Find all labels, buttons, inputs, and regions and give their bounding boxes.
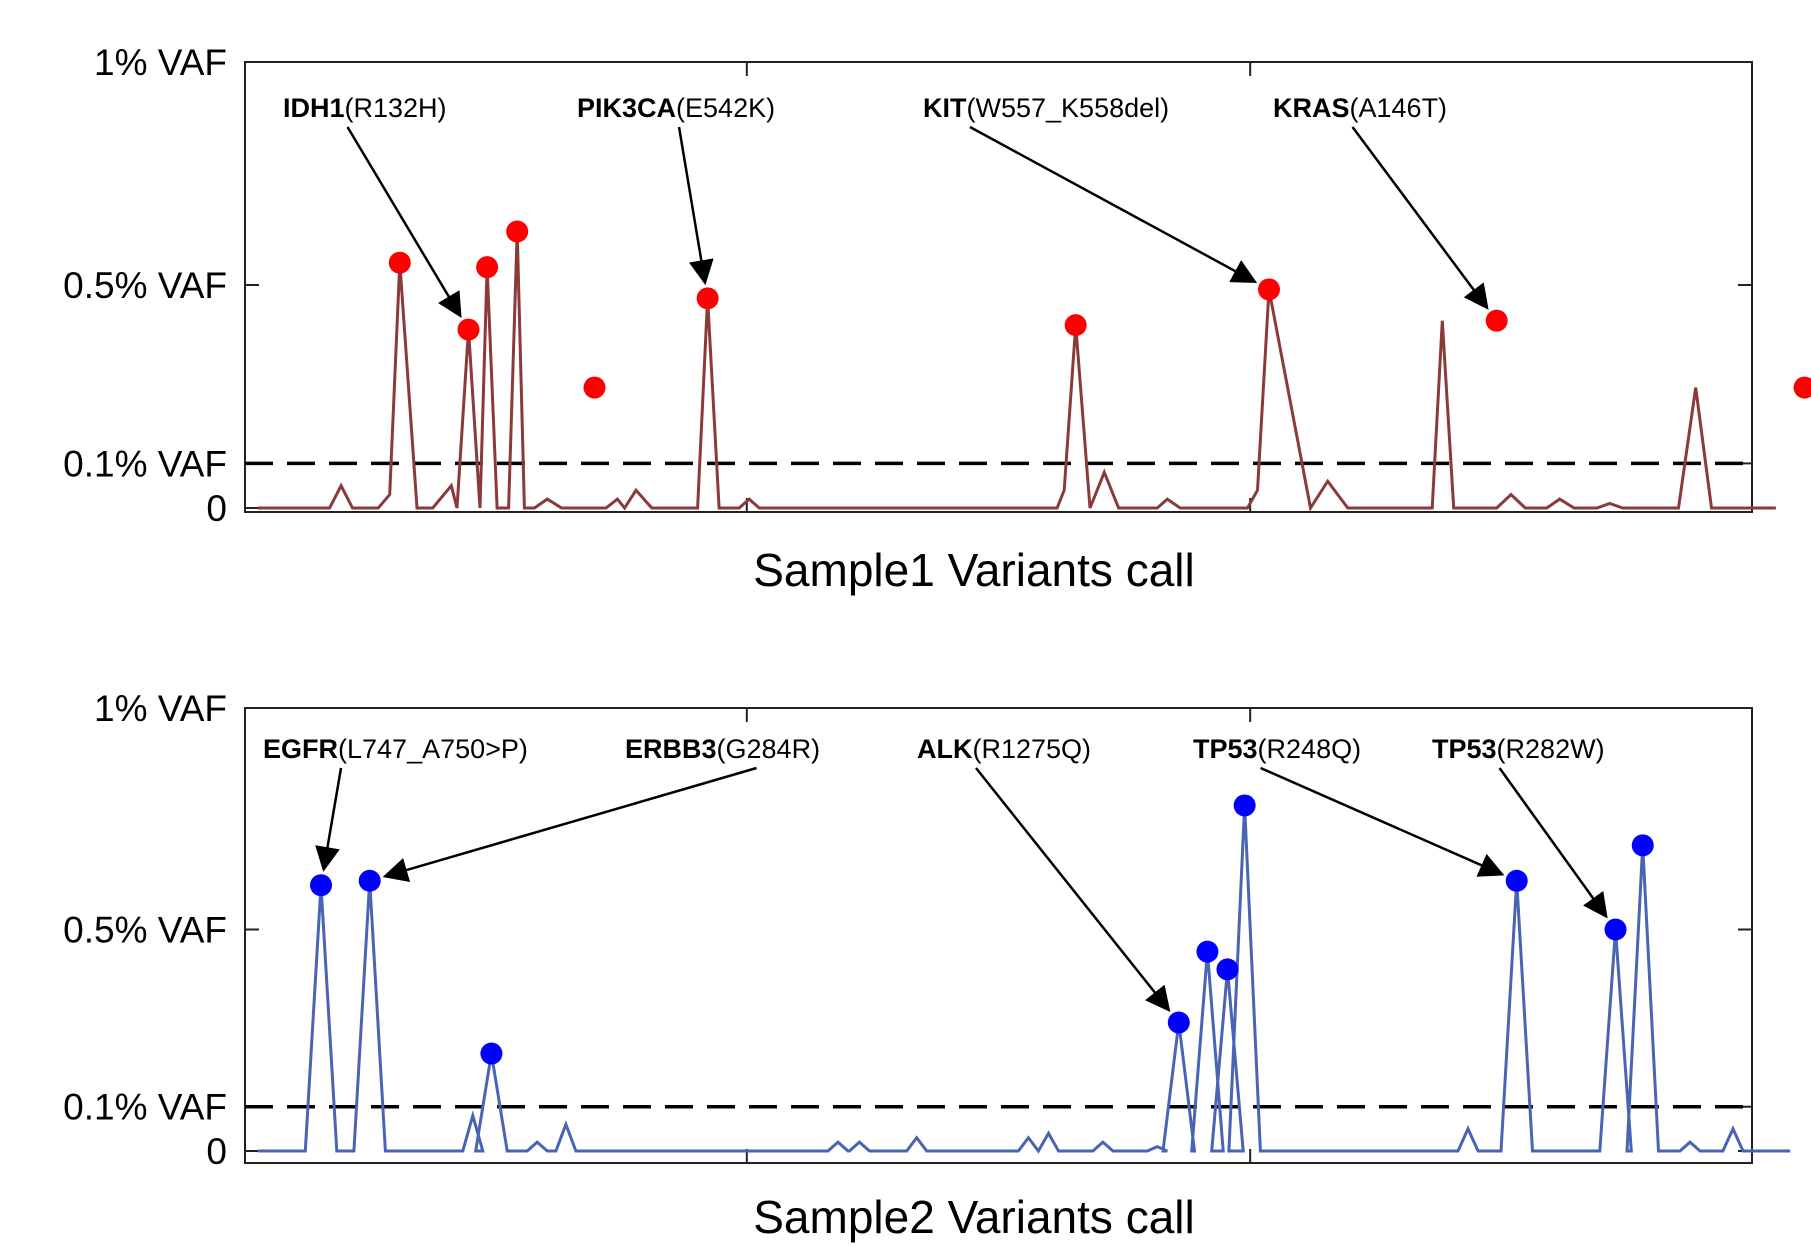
annotation-arrow [382,766,757,882]
variant-point [1505,869,1528,892]
x-axis-label: Sample1 Variants call [753,544,1194,596]
variant-points [310,794,1654,1065]
annotation-variant: (R248Q) [1258,734,1362,764]
series-line [258,805,1791,1154]
y-tick-label: 0.5% VAF [63,910,227,951]
variant-point [1167,1011,1190,1034]
variant-point [1604,918,1627,941]
annotation-variant: (E542K) [676,93,775,123]
annotation-gene: TP53 [1193,734,1258,764]
annotation-gene: KIT [923,93,967,123]
chart-panel-sample1: 00.1% VAF 0.5% VAF 1% VAF IDH1(R132H) PIK3C… [63,42,1811,596]
annotation-gene: EGFR [263,734,338,764]
annotation-arrow [969,125,1258,284]
annotation-label: ALK(R1275Q) [917,734,1091,764]
y-tick-label: 0.1% VAF [63,1087,227,1128]
annotation-gene: IDH1 [283,93,345,123]
annotations: EGFR(L747_A750>P) ERBB3(G284R) ALK(R1275Q)… [263,734,1608,1012]
variant-point [480,1042,503,1065]
y-tick-label: 0.5% VAF [63,265,227,306]
y-tick-label: 0 [206,1131,227,1172]
annotation-arrow [975,767,1171,1012]
annotation-label: EGFR(L747_A750>P) [263,734,528,764]
annotation-arrow [1351,126,1489,310]
variant-point [1064,314,1087,337]
annotation-label: TP53(R248Q) [1193,734,1361,764]
annotation-gene: TP53 [1432,734,1497,764]
annotation-gene: PIK3CA [577,93,676,123]
y-axis: 00.1% VAF 0.5% VAF 1% VAF [63,42,1752,529]
variant-point [310,874,333,897]
annotation-label: IDH1(R132H) [283,93,447,123]
chart-panel-sample2: 00.1% VAF 0.5% VAF 1% VAF EGFR(L747_A750>P… [63,688,1791,1243]
annotation-arrow [677,126,714,286]
y-axis: 00.1% VAF 0.5% VAF 1% VAF [63,688,1752,1172]
plot-frame [244,61,1753,513]
y-tick-label: 1% VAF [94,688,227,729]
annotation-gene: ERBB3 [625,734,717,764]
series-line [258,231,1776,512]
annotation-arrow [1260,766,1505,877]
annotation-variant: (R282W) [1497,734,1605,764]
annotation-arrow [346,126,462,319]
annotation-variant: (R132H) [345,93,447,123]
annotation-variant: (L747_A750>P) [338,734,528,764]
variant-point [388,251,411,274]
variant-point [1485,309,1508,332]
annotation-label: ERBB3(G284R) [625,734,820,764]
y-tick-label: 1% VAF [94,42,227,83]
annotation-label: KIT(W557_K558del) [923,93,1169,123]
variant-point [1793,376,1811,399]
y-tick-label: 0 [206,488,227,529]
variant-point [1233,794,1256,817]
variant-point [1196,940,1219,963]
annotation-variant: (R1275Q) [973,734,1092,764]
variant-point [583,376,606,399]
x-axis-label: Sample2 Variants call [753,1191,1194,1243]
plot-frame [244,707,1753,1164]
annotation-gene: ALK [917,734,973,764]
x-axis [745,62,1252,512]
variant-point [1257,278,1280,301]
annotation-label: PIK3CA(E542K) [577,93,775,123]
annotations: IDH1(R132H) PIK3CA(E542K) KIT(W557_K558del… [283,93,1489,319]
variant-points [388,220,1811,399]
annotation-variant: (G284R) [717,734,821,764]
annotation-label: TP53(R282W) [1432,734,1605,764]
annotation-arrow [315,767,343,872]
variant-point [457,318,480,341]
variant-point [476,256,499,279]
variant-point [696,287,719,310]
variant-point [1631,834,1654,857]
variant-point [506,220,529,243]
variant-point [1216,958,1239,981]
x-axis [745,708,1252,1163]
variant-point [358,869,381,892]
y-tick-label: 0.1% VAF [63,443,227,484]
annotation-variant: (A146T) [1350,93,1448,123]
annotation-gene: KRAS [1273,93,1350,123]
annotation-arrow [1498,767,1608,919]
annotation-label: KRAS(A146T) [1273,93,1447,123]
annotation-variant: (W557_K558del) [967,93,1170,123]
